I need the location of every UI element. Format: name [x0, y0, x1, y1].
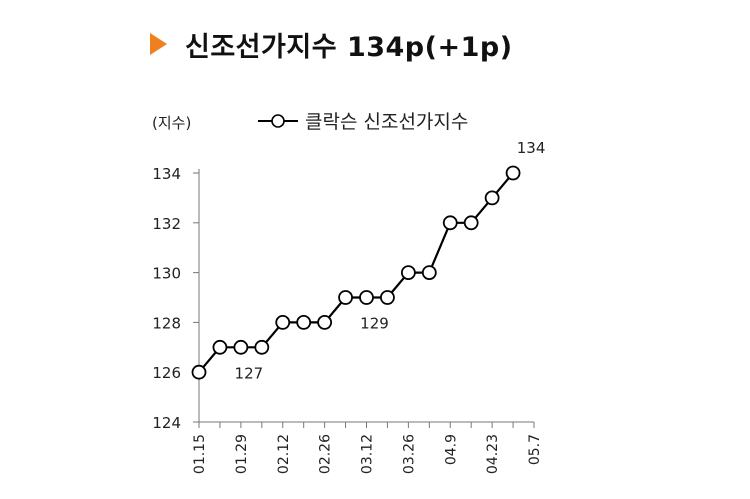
- y-axis-ticks: 124 126 128 130 132 134: [152, 165, 199, 432]
- x-tick-label: 04.9: [443, 434, 459, 465]
- data-point: [191, 364, 207, 380]
- x-tick-label: 01.15: [192, 434, 208, 474]
- y-tick-label: 134: [152, 165, 181, 183]
- data-point: [484, 190, 500, 206]
- x-tick-label: 04.23: [485, 434, 501, 474]
- legend-label: 클락슨 신조선가지수: [305, 111, 468, 133]
- legend: 클락슨 신조선가지수: [258, 111, 468, 133]
- x-tick-label: 01.29: [234, 434, 250, 474]
- data-labels: 127 129 134: [235, 139, 546, 382]
- y-tick-label: 124: [152, 414, 181, 432]
- data-point: [442, 215, 458, 231]
- x-tick-label: 03.12: [360, 434, 376, 474]
- y-tick-label: 132: [152, 215, 181, 233]
- chart-title: 신조선가지수 134p(+1p): [185, 31, 513, 63]
- data-label: 129: [360, 315, 389, 333]
- data-point: [275, 314, 291, 330]
- y-tick-label: 128: [152, 314, 181, 332]
- series-line: [198, 172, 514, 373]
- data-label: 134: [517, 139, 546, 157]
- chart-header: 신조선가지수 134p(+1p): [150, 22, 513, 66]
- data-point: [254, 339, 270, 355]
- x-tick-label: 02.26: [318, 434, 334, 474]
- x-axis-ticks: 01.15 01.29 02.12 02.26 03.12 03.26 04.9 04.23 0…: [192, 422, 543, 474]
- play-arrow-icon: [150, 33, 167, 55]
- x-tick-label: 02.12: [276, 434, 292, 474]
- data-point: [212, 339, 228, 355]
- y-axis-label: (지수): [152, 114, 191, 132]
- x-tick-label: 03.26: [401, 434, 417, 474]
- data-point: [359, 290, 374, 305]
- data-point: [296, 314, 312, 330]
- y-tick-label: 126: [152, 364, 181, 382]
- legend-marker-swatch: [271, 114, 285, 128]
- data-point: [463, 215, 479, 231]
- data-label: 127: [235, 364, 264, 382]
- series-line-path: [198, 172, 514, 373]
- data-points: [191, 165, 521, 380]
- data-point: [505, 165, 521, 181]
- data-point: [421, 265, 437, 281]
- data-point: [380, 290, 395, 305]
- data-point: [400, 265, 416, 281]
- y-tick-label: 130: [152, 265, 181, 283]
- data-point: [338, 290, 353, 305]
- data-point: [317, 314, 333, 330]
- x-tick-label: 05.7: [527, 434, 543, 465]
- data-point: [233, 339, 249, 355]
